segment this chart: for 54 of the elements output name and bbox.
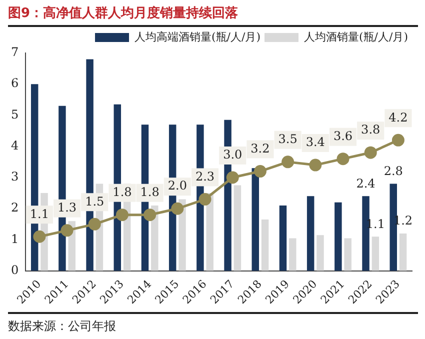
bar [261, 220, 269, 271]
bar [372, 236, 380, 271]
bar [306, 196, 314, 271]
data-label: 2.8 [384, 164, 403, 178]
point [336, 152, 350, 166]
chart-title: 图9：高净值人群人均月度销量持续回落 [8, 4, 418, 27]
legend-label: 人均酒销量(瓶/人/月) [304, 30, 408, 44]
point [144, 208, 156, 222]
bar [316, 235, 324, 271]
data-label: 1.1 [30, 206, 49, 221]
source-note: 数据来源：公司年报 [8, 312, 418, 335]
y-tick-label: 1 [10, 232, 19, 246]
bar [252, 168, 260, 271]
point [226, 171, 239, 184]
bar [334, 202, 342, 271]
data-label: 1.5 [85, 194, 104, 208]
point [254, 165, 266, 178]
data-label: 3.5 [278, 132, 298, 146]
data-label: 2.0 [168, 178, 187, 193]
data-label: 1.8 [140, 184, 160, 199]
bar [279, 206, 287, 271]
y-tick-label: 4 [10, 138, 19, 152]
point [309, 158, 322, 172]
y-tick-label: 6 [10, 76, 19, 90]
data-label: 3.2 [250, 141, 270, 156]
point [198, 193, 212, 206]
point [364, 146, 377, 159]
bar [344, 238, 352, 271]
data-label: 1.3 [57, 200, 77, 215]
point [282, 156, 294, 168]
point [116, 208, 128, 222]
bar [289, 238, 296, 271]
data-label: 1.8 [112, 184, 132, 199]
y-tick-label: 0 [10, 262, 19, 277]
point [60, 224, 74, 237]
data-label: 3.4 [306, 135, 326, 150]
data-label: 3.0 [223, 148, 242, 162]
data-label: 2.4 [356, 176, 376, 190]
legend-label: 人均高端酒销量(瓶/人/月) [134, 30, 261, 44]
point [392, 134, 404, 146]
y-tick-label: 2 [10, 200, 19, 215]
data-label: 3.8 [361, 122, 380, 137]
bar [399, 234, 407, 271]
point [88, 218, 101, 230]
data-label: 3.6 [333, 128, 353, 143]
point [33, 230, 46, 243]
y-tick-label: 5 [10, 107, 19, 122]
point [171, 202, 184, 215]
y-tick-label: 7 [10, 45, 19, 60]
bar [234, 185, 242, 271]
y-tick-label: 3 [10, 170, 19, 184]
bar [390, 184, 397, 271]
data-label: 4.2 [388, 110, 408, 124]
data-label: 2.3 [195, 169, 215, 184]
